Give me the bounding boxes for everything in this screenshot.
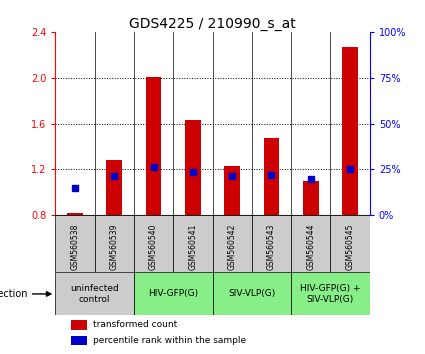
Text: GSM560541: GSM560541 [188, 224, 197, 270]
Bar [212, 215, 252, 273]
Bar [134, 215, 173, 273]
Bar [331, 215, 370, 273]
Bar [55, 273, 134, 315]
Text: GSM560544: GSM560544 [306, 224, 315, 270]
Bar [291, 215, 331, 273]
Bar [252, 215, 291, 273]
Text: SIV-VLP(G): SIV-VLP(G) [228, 290, 275, 298]
Bar [146, 76, 162, 215]
Bar [134, 273, 212, 315]
Bar [264, 138, 279, 215]
Text: GSM560542: GSM560542 [228, 224, 237, 270]
Text: HIV-GFP(G) +
SIV-VLP(G): HIV-GFP(G) + SIV-VLP(G) [300, 284, 361, 304]
Bar [67, 213, 83, 215]
Bar [303, 181, 319, 215]
Text: uninfected
control: uninfected control [70, 284, 119, 304]
Text: GSM560538: GSM560538 [71, 224, 79, 270]
Bar [71, 336, 87, 346]
Text: GSM560539: GSM560539 [110, 224, 119, 270]
Text: GSM560543: GSM560543 [267, 224, 276, 270]
Bar [106, 160, 122, 215]
Text: GSM560540: GSM560540 [149, 224, 158, 270]
Text: transformed count: transformed count [93, 320, 177, 329]
Bar [185, 120, 201, 215]
Text: infection: infection [0, 289, 28, 299]
Text: HIV-GFP(G): HIV-GFP(G) [148, 290, 198, 298]
Bar [342, 47, 358, 215]
Text: percentile rank within the sample: percentile rank within the sample [93, 336, 246, 345]
Text: GSM560545: GSM560545 [346, 224, 354, 270]
Bar [71, 320, 87, 330]
Bar [224, 166, 240, 215]
Title: GDS4225 / 210990_s_at: GDS4225 / 210990_s_at [129, 17, 296, 31]
Bar [94, 215, 134, 273]
Bar [55, 215, 94, 273]
Bar [212, 273, 291, 315]
Bar [291, 273, 370, 315]
Bar [173, 215, 212, 273]
